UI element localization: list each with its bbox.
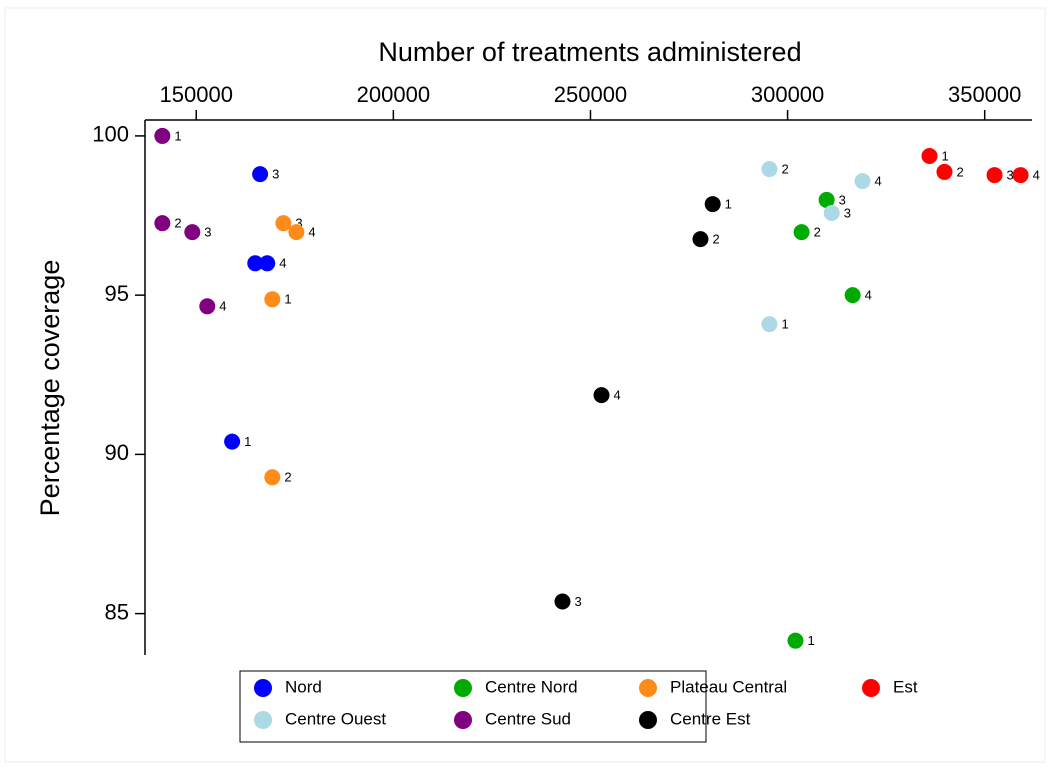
x-tick-label: 200000: [357, 82, 430, 107]
legend-swatch: [454, 679, 472, 697]
point: [154, 215, 171, 232]
point: [921, 147, 938, 164]
point: [184, 224, 201, 241]
point-label: 2: [781, 161, 788, 176]
point-label: 3: [272, 167, 279, 182]
point: [275, 215, 292, 232]
point-label: 3: [574, 594, 581, 609]
point: [823, 204, 840, 221]
point: [704, 196, 721, 213]
point-label: 1: [174, 128, 181, 143]
point-label: 1: [781, 317, 788, 332]
point-label: 1: [942, 148, 949, 163]
legend-label: Plateau Central: [670, 677, 787, 696]
point: [247, 255, 264, 272]
x-tick-label: 300000: [751, 82, 824, 107]
point-label: 2: [284, 470, 291, 485]
point: [761, 316, 778, 333]
point: [793, 224, 810, 241]
y-axis-title: Percentage coverage: [35, 260, 65, 517]
point: [264, 291, 281, 308]
point: [761, 161, 778, 178]
point: [288, 224, 305, 241]
point: [224, 433, 241, 450]
point: [199, 298, 216, 315]
chart-frame: [4, 7, 1046, 763]
point: [692, 231, 709, 248]
point-label: 3: [839, 192, 846, 207]
y-tick-label: 100: [92, 122, 129, 147]
point-label: 4: [219, 299, 226, 314]
point: [252, 166, 269, 183]
x-tick-label: 250000: [554, 82, 627, 107]
point-label: 1: [244, 434, 251, 449]
point: [787, 632, 804, 649]
point-label: 3: [204, 225, 211, 240]
legend-label: Nord: [285, 677, 322, 696]
point-label: 2: [956, 164, 963, 179]
point-label: 4: [308, 225, 315, 240]
legend-swatch: [454, 711, 472, 729]
y-tick-label: 95: [105, 281, 129, 306]
point-label: 4: [614, 388, 621, 403]
point-label: 4: [279, 256, 286, 271]
point: [1012, 167, 1029, 184]
point-label: 1: [725, 197, 732, 212]
legend-label: Centre Nord: [485, 677, 578, 696]
legend-swatch: [254, 679, 272, 697]
point-label: 4: [874, 174, 881, 189]
x-axis-title: Number of treatments administered: [378, 37, 801, 67]
legend-swatch: [639, 679, 657, 697]
point-label: 2: [814, 225, 821, 240]
point: [844, 287, 861, 304]
point-label: 3: [1007, 168, 1014, 183]
y-tick-label: 90: [105, 440, 129, 465]
x-tick-label: 150000: [160, 82, 233, 107]
point: [818, 191, 835, 208]
point: [554, 593, 571, 610]
point-label: 4: [865, 288, 872, 303]
legend-swatch: [254, 711, 272, 729]
point: [854, 173, 871, 190]
point: [986, 167, 1003, 184]
point: [936, 163, 953, 180]
point-label: 4: [1033, 168, 1040, 183]
legend-label: Centre Est: [670, 709, 751, 728]
legend-box: [239, 670, 707, 743]
point: [259, 255, 276, 272]
legend-label: Centre Sud: [485, 709, 571, 728]
point-label: 3: [844, 205, 851, 220]
legend-label: Est: [893, 677, 918, 696]
point: [264, 469, 281, 486]
point: [154, 127, 171, 144]
x-tick-label: 350000: [948, 82, 1021, 107]
point-label: 1: [284, 292, 291, 307]
point-label: 2: [712, 232, 719, 247]
legend-label: Centre Ouest: [285, 709, 386, 728]
legend-swatch: [862, 679, 880, 697]
point-label: 3: [295, 216, 302, 231]
y-tick-label: 85: [105, 599, 129, 624]
point-label: 1: [807, 633, 814, 648]
point-label: 2: [174, 216, 181, 231]
point: [593, 387, 610, 404]
legend-swatch: [639, 711, 657, 729]
